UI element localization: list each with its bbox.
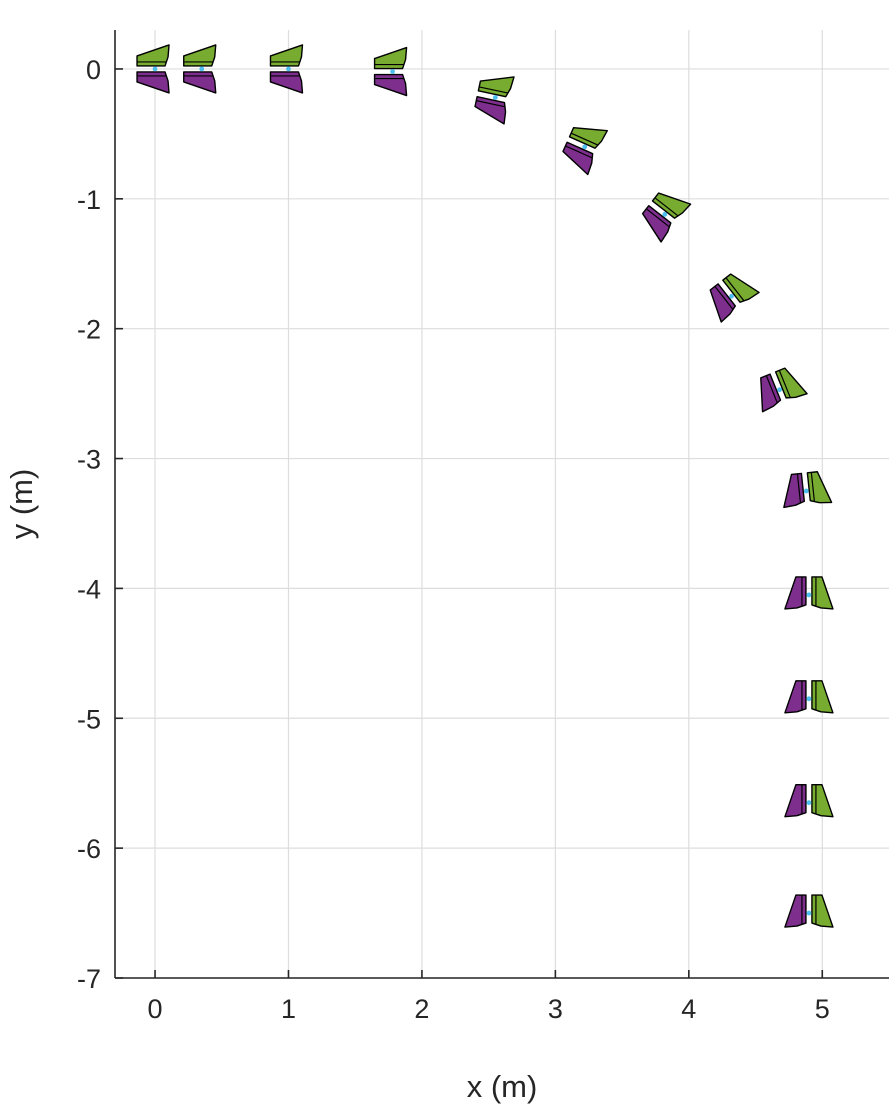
pose-center-dot	[152, 66, 158, 72]
pose-part-a-line	[810, 472, 815, 502]
pose-marker	[784, 894, 834, 928]
pose-center-dot	[286, 66, 291, 72]
y-tick-label: -5	[77, 704, 101, 734]
pose-center-dot	[199, 66, 205, 72]
x-tick-label: 5	[815, 994, 830, 1024]
pose-part-b	[373, 73, 408, 97]
x-tick-label: 0	[148, 994, 163, 1024]
pose-part-a-line	[778, 370, 791, 398]
pose-part-b	[784, 894, 807, 928]
pose-part-a	[136, 44, 170, 67]
pose-part-a	[722, 273, 760, 303]
pose-marker	[474, 76, 515, 125]
pose-marker	[562, 126, 608, 176]
y-tick-label: -4	[77, 574, 101, 604]
pose-part-b	[760, 373, 782, 413]
ticks: 0 1 2 3 4 5 0 -1 -2 -3 -4 -5 -6 -7	[77, 55, 830, 1024]
pose-part-b	[784, 576, 807, 610]
pose-part-b	[783, 472, 806, 509]
pose-center-dot	[729, 293, 734, 299]
pose-part-a-line	[654, 197, 679, 217]
pose-part-a	[183, 44, 217, 67]
pose-markers	[136, 44, 834, 928]
y-tick-label: -2	[77, 315, 101, 345]
pose-part-a	[811, 576, 834, 610]
pose-part-b	[784, 783, 807, 818]
x-tick-label: 4	[681, 994, 696, 1024]
pose-marker	[373, 46, 408, 97]
y-tick-label: -3	[77, 445, 101, 475]
pose-marker	[784, 680, 834, 714]
x-tick-label: 3	[548, 994, 563, 1024]
pose-part-a	[811, 680, 834, 714]
pose-part-b	[784, 680, 807, 714]
pose-marker	[709, 273, 760, 323]
y-tick-label: -7	[77, 964, 101, 994]
pose-part-b-line	[714, 285, 734, 310]
pose-marker	[784, 576, 834, 610]
grid-lines	[115, 30, 889, 979]
pose-part-a	[568, 126, 608, 149]
pose-part-b-line	[645, 208, 670, 228]
x-tick-label: 1	[281, 994, 296, 1024]
pose-marker	[641, 192, 692, 243]
pose-marker	[269, 44, 304, 94]
pose-part-a-line	[725, 277, 745, 301]
pose-part-a	[651, 192, 692, 219]
pose-center-dot	[492, 95, 498, 100]
pose-marker	[760, 367, 808, 413]
pose-part-a	[269, 44, 304, 67]
pose-center-dot	[806, 592, 812, 598]
x-axis-label: x (m)	[467, 1069, 538, 1104]
pose-part-a	[373, 46, 408, 70]
pose-part-b-line	[796, 473, 802, 503]
pose-marker	[784, 783, 834, 818]
pose-part-a	[811, 783, 834, 818]
pose-center-dot	[806, 910, 812, 916]
pose-part-a	[811, 894, 834, 928]
pose-part-b	[269, 71, 304, 94]
pose-part-b	[562, 141, 594, 176]
y-axis-label: y (m)	[4, 469, 39, 540]
pose-part-b	[474, 96, 507, 125]
pose-part-a	[806, 471, 833, 504]
pose-center-dot	[777, 387, 782, 393]
y-tick-label: -1	[77, 185, 101, 215]
pose-marker	[136, 44, 170, 94]
pose-marker	[183, 44, 217, 94]
pose-center-dot	[390, 69, 395, 74]
pose-part-a-line	[570, 132, 598, 146]
pose-part-b	[709, 283, 737, 323]
pose-part-a-line	[479, 86, 508, 94]
pose-center-dot	[806, 800, 812, 806]
pose-part-b	[136, 71, 170, 94]
x-tick-label: 2	[414, 994, 429, 1024]
pose-part-b-line	[765, 375, 778, 403]
pose-center-dot	[582, 144, 588, 150]
y-tick-label: 0	[86, 55, 101, 85]
pose-center-dot	[662, 212, 668, 217]
axes	[114, 30, 889, 979]
pose-part-b	[641, 204, 672, 243]
pose-part-a	[477, 76, 515, 98]
pose-part-b-line	[565, 145, 593, 159]
pose-part-a	[774, 367, 808, 399]
pose-center-dot	[803, 488, 809, 494]
y-tick-label: -6	[77, 834, 101, 864]
pose-part-b-line	[476, 100, 505, 108]
pose-marker	[783, 471, 833, 509]
pose-center-dot	[806, 696, 812, 702]
pose-part-b	[183, 71, 217, 94]
